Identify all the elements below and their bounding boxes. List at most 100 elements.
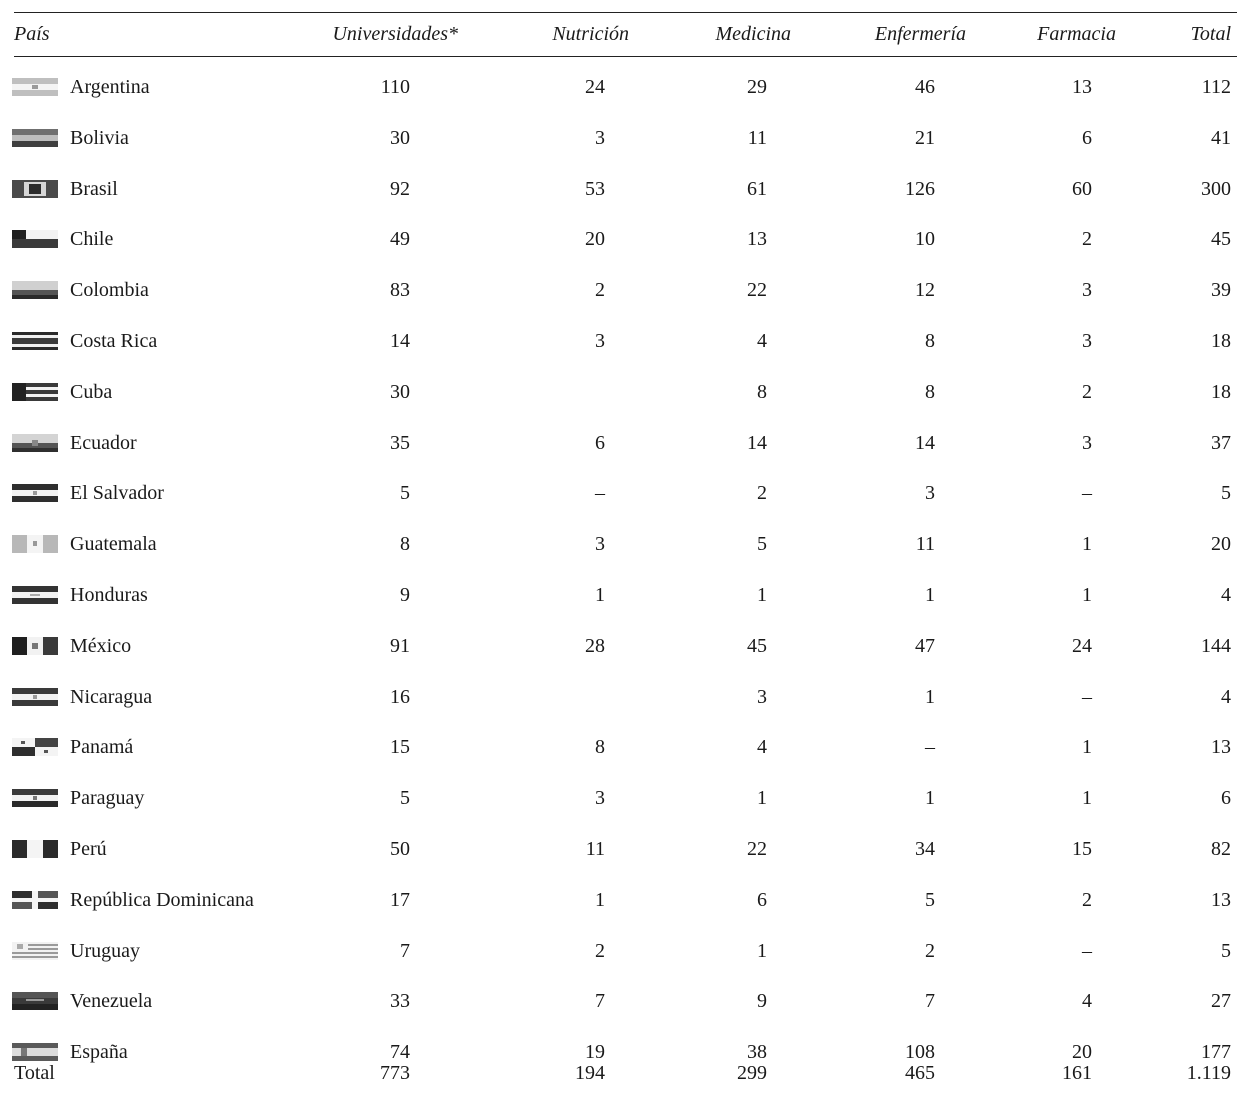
total-nutricion: 194 [575, 1062, 605, 1084]
cell-universidades: 49 [390, 228, 410, 251]
table-row: Uruguay 7 2 1 2 – 5 [0, 936, 1237, 966]
argentina-flag-icon [12, 78, 58, 96]
cell-nutricion: 53 [585, 177, 605, 200]
country-name: Panamá [70, 736, 134, 759]
country-name: Costa Rica [70, 330, 158, 352]
cell-medicina: 1 [757, 787, 767, 810]
cell-medicina: 6 [757, 888, 767, 911]
table-row: México 91 28 45 47 24 144 [0, 631, 1237, 661]
cell-nutricion: 28 [585, 634, 605, 657]
total-medicina: 299 [737, 1062, 767, 1084]
cell-nutricion: 1 [595, 888, 605, 911]
cell-total: 300 [1201, 177, 1231, 200]
table-row: Chile 49 20 13 10 2 45 [0, 224, 1237, 254]
header-universidades: Universidades* [332, 23, 458, 45]
cell-medicina: 22 [747, 279, 767, 302]
total-total: 1.119 [1186, 1062, 1231, 1084]
table-row: Argentina 110 24 29 46 13 112 [0, 72, 1237, 102]
cell-enfermeria: 34 [915, 838, 935, 860]
brasil-flag-icon [12, 179, 58, 198]
cell-medicina: 29 [747, 76, 767, 98]
cell-farmacia: 1 [1082, 533, 1092, 556]
table-top-rule [14, 12, 1237, 13]
country-name: España [70, 1041, 128, 1064]
cell-nutricion: 2 [595, 939, 605, 962]
country-name: Nicaragua [70, 685, 153, 708]
cell-nutricion: 19 [585, 1041, 605, 1064]
cell-total: 20 [1211, 533, 1231, 556]
cell-universidades: 8 [400, 533, 410, 556]
table-row: Honduras 9 1 1 1 1 4 [0, 580, 1237, 610]
cell-enfermeria: 7 [925, 990, 935, 1013]
cell-nutricion: 11 [585, 838, 605, 860]
cell-universidades: 14 [390, 330, 410, 352]
cell-total: 27 [1211, 990, 1231, 1013]
cell-total: 45 [1211, 228, 1231, 251]
cell-universidades: 16 [390, 685, 410, 708]
table-row: Cuba 30 8 8 2 18 [0, 377, 1237, 407]
cell-medicina: 38 [747, 1041, 767, 1064]
cell-medicina: 4 [757, 736, 767, 759]
ecuador-flag-icon [12, 433, 58, 452]
cell-total: 18 [1211, 330, 1231, 352]
cell-farmacia: 15 [1072, 838, 1092, 860]
cell-medicina: 1 [757, 939, 767, 962]
country-name: Brasil [70, 177, 118, 200]
cell-total: 39 [1211, 279, 1231, 302]
cell-universidades: 15 [390, 736, 410, 759]
cell-nutricion: 2 [595, 279, 605, 302]
total-farmacia: 161 [1062, 1062, 1092, 1084]
table-row: Ecuador 35 6 14 14 3 37 [0, 428, 1237, 458]
cell-nutricion: 8 [595, 736, 605, 759]
table-row: Guatemala 8 3 5 11 1 20 [0, 529, 1237, 559]
cell-medicina: 11 [747, 126, 767, 149]
table-row: Paraguay 5 3 1 1 1 6 [0, 783, 1237, 813]
table-row: Nicaragua 16 3 1 – 4 [0, 682, 1237, 712]
country-name: Perú [70, 838, 107, 860]
total-enfermeria: 465 [905, 1062, 935, 1084]
cell-total: 13 [1211, 888, 1231, 911]
header-bottom-rule [14, 56, 1237, 57]
cell-nutricion: – [595, 482, 605, 505]
cell-farmacia: 2 [1082, 228, 1092, 251]
table-row: Colombia 83 2 22 12 3 39 [0, 275, 1237, 305]
country-name: Argentina [70, 76, 150, 98]
venezuela-flag-icon [12, 992, 58, 1011]
table-row: República Dominicana 17 1 6 5 2 13 [0, 885, 1237, 915]
cell-enfermeria: 2 [925, 939, 935, 962]
cell-farmacia: 6 [1082, 126, 1092, 149]
cell-farmacia: 2 [1082, 380, 1092, 403]
cell-total: 5 [1221, 482, 1231, 505]
cell-universidades: 30 [390, 380, 410, 403]
table-row: Bolivia 30 3 11 21 6 41 [0, 123, 1237, 153]
cell-farmacia: 13 [1072, 76, 1092, 98]
cell-medicina: 8 [757, 380, 767, 403]
cell-nutricion: 3 [595, 126, 605, 149]
table-row: Venezuela 33 7 9 7 4 27 [0, 986, 1237, 1016]
peru-flag-icon [12, 840, 58, 858]
cell-enfermeria: 1 [925, 685, 935, 708]
cell-total: 37 [1211, 431, 1231, 454]
cell-nutricion: 3 [595, 533, 605, 556]
country-name: Cuba [70, 380, 113, 403]
total-universidades: 773 [380, 1062, 410, 1084]
country-name: Colombia [70, 279, 149, 302]
cell-universidades: 35 [390, 431, 410, 454]
cell-universidades: 17 [390, 888, 410, 911]
header-nutricion: Nutrición [552, 23, 629, 45]
cell-total: 5 [1221, 939, 1231, 962]
country-name: Ecuador [70, 431, 137, 454]
table-row: El Salvador 5 – 2 3 – 5 [0, 478, 1237, 508]
cell-total: 13 [1211, 736, 1231, 759]
cell-total: 4 [1221, 685, 1231, 708]
paraguay-flag-icon [12, 789, 58, 808]
cell-enfermeria: 5 [925, 888, 935, 911]
cell-enfermeria: 1 [925, 787, 935, 810]
cell-nutricion: 20 [585, 228, 605, 251]
cell-nutricion: 3 [595, 330, 605, 352]
cell-enfermeria: 12 [915, 279, 935, 302]
country-name: Chile [70, 228, 114, 251]
cell-medicina: 3 [757, 685, 767, 708]
mexico-flag-icon [12, 636, 58, 655]
country-name: México [70, 634, 132, 657]
